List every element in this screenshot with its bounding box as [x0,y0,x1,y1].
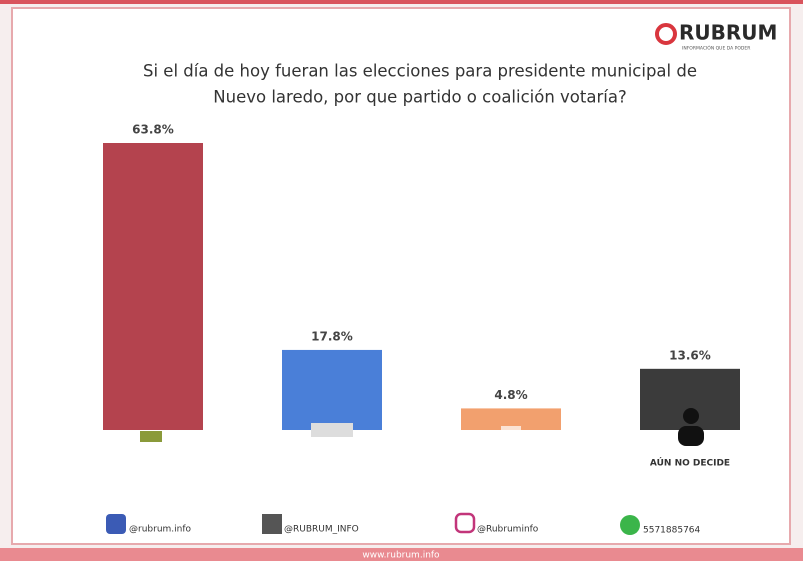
value-label: 4.8% [494,388,527,402]
whatsapp-number: 5571885764 [643,526,701,536]
brand-logo [655,23,677,45]
x-handle: @RUBRUM_INFO [284,525,359,535]
value-label: 63.8% [132,123,174,137]
brand-name: RUBRUM [679,21,777,45]
top-strip [0,0,803,4]
facebook-icon [106,514,126,534]
bar [282,349,382,430]
instagram-icon [454,512,476,534]
party-logo [140,431,162,442]
website: www.rubrum.info [362,551,440,561]
value-label: 17.8% [311,329,353,343]
x-icon [262,514,282,534]
chart-title: Si el día de hoy fueran las elecciones p… [143,62,697,81]
party-logo [501,426,521,435]
instagram-handle: @Rubruminfo [477,525,539,535]
footer: @rubrum.info @RUBRUM_INFO @Rubruminfo 55… [106,512,701,536]
chart-subtitle: Nuevo laredo, por que partido o coalició… [213,88,626,107]
silhouette-head [683,408,699,424]
value-label: 13.6% [669,348,711,362]
footer-strip [0,548,803,561]
brand-tagline: INFORMACIÓN QUE DA PODER [682,45,750,52]
whatsapp-icon [620,515,640,535]
bar [461,408,561,430]
facebook-handle: @rubrum.info [129,525,192,535]
silhouette-body [678,426,704,446]
category-label: AÚN NO DECIDE [650,457,730,469]
party-logo [311,423,353,437]
bar [103,143,203,430]
